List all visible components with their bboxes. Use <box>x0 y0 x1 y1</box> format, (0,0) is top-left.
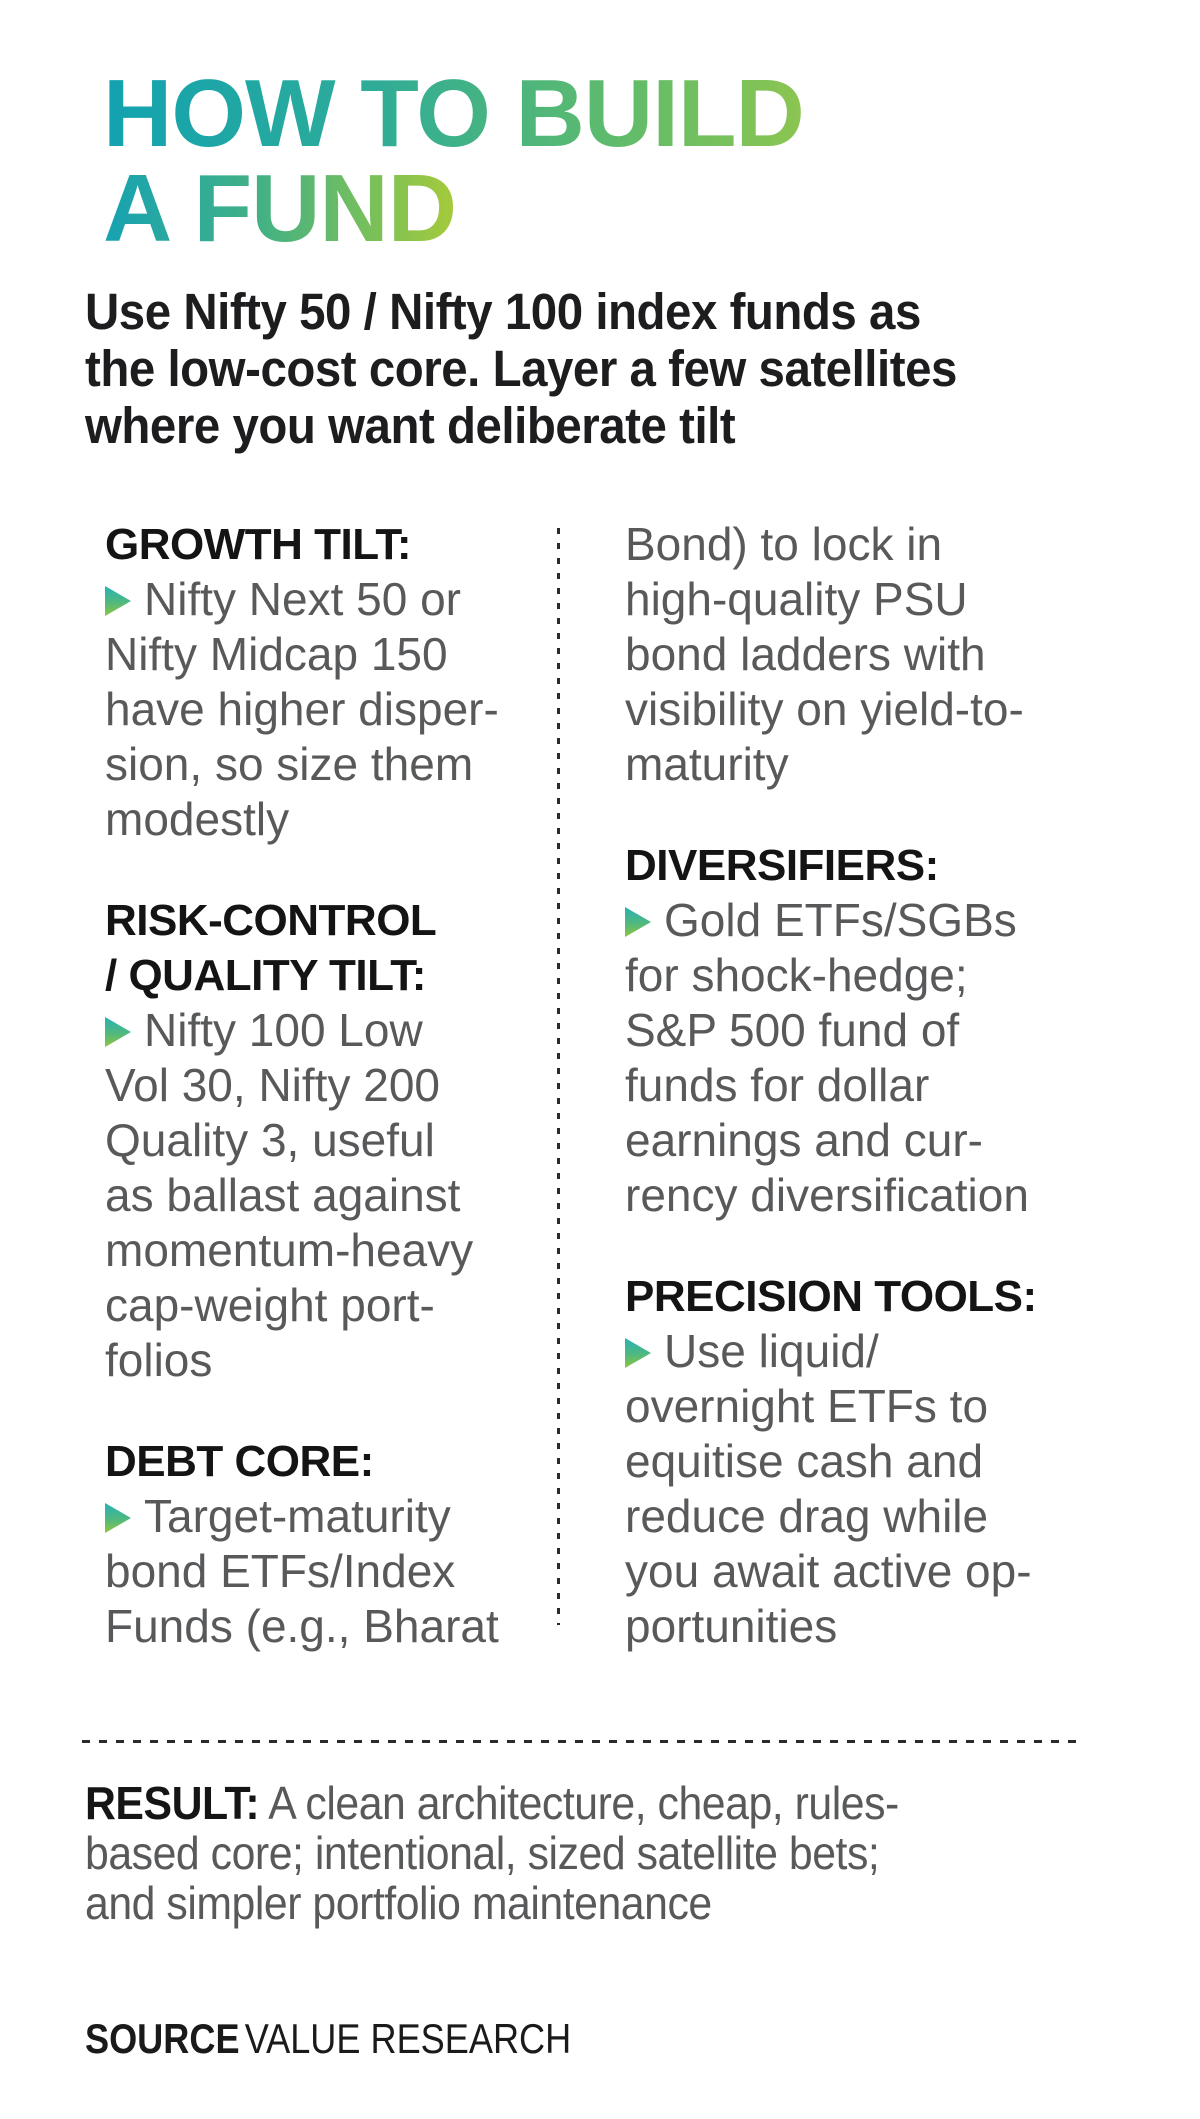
source-label: SOURCE <box>85 2015 240 2062</box>
section-heading: DIVERSIFIERS: <box>625 841 939 890</box>
triangle-bullet-icon <box>105 586 131 616</box>
section-heading: GROWTH TILT: <box>105 520 412 569</box>
debt-core-continuation-text: Bond) to lock in high-quality PSU bond l… <box>625 518 1024 790</box>
title-line-1: HOW TO BUILD <box>103 60 805 167</box>
right-column: Bond) to lock in high-quality PSU bond l… <box>560 517 1037 1654</box>
result-paragraph: RESULT: A clean architecture, cheap, rul… <box>85 1778 1085 1928</box>
triangle-bullet-icon <box>105 1503 131 1533</box>
section-debt-core: DEBT CORE: Target-maturity bond ETFs/Ind… <box>105 1434 557 1654</box>
section-body: Nifty Next 50 or Nifty Midcap 150 have h… <box>105 572 557 847</box>
page-title: HOW TO BUILD A FUND <box>103 60 1160 262</box>
section-growth-tilt: GROWTH TILT: Nifty Next 50 or Nifty Midc… <box>105 517 557 847</box>
title-line-2: A FUND <box>103 155 457 262</box>
section-body-text: Nifty 100 Low Vol 30, Nifty 200 Quality … <box>105 1004 474 1386</box>
intro-text: Use Nifty 50 / Nifty 100 index funds as … <box>85 283 957 454</box>
section-body: Use liquid/ overnight ETFs to equitise c… <box>625 1324 1037 1654</box>
horizontal-dashed-divider <box>82 1740 1085 1743</box>
section-body: Gold ETFs/SGBs for shock-hedge; S&P 500 … <box>625 893 1037 1223</box>
result-text: A clean architecture, cheap, rules- base… <box>85 1777 899 1929</box>
section-body-text: Use liquid/ overnight ETFs to equitise c… <box>625 1325 1032 1652</box>
content-columns: GROWTH TILT: Nifty Next 50 or Nifty Midc… <box>85 517 1160 1654</box>
section-precision-tools: PRECISION TOOLS: Use liquid/ overnight E… <box>625 1269 1037 1654</box>
triangle-bullet-icon <box>105 1017 131 1047</box>
section-risk-control-quality-tilt: RISK-CONTROL / QUALITY TILT: Nifty 100 L… <box>105 893 557 1388</box>
section-heading: RISK-CONTROL / QUALITY TILT: <box>105 896 437 1000</box>
section-body-text: Target-maturity bond ETFs/Index Funds (e… <box>105 1490 499 1652</box>
source-value: VALUE RESEARCH <box>244 2015 572 2062</box>
source-line: SOURCE VALUE RESEARCH <box>85 2018 1010 2060</box>
infographic-page: HOW TO BUILD A FUND Use Nifty 50 / Nifty … <box>82 60 1160 2060</box>
left-column: GROWTH TILT: Nifty Next 50 or Nifty Midc… <box>105 517 557 1654</box>
section-heading: DEBT CORE: <box>105 1437 374 1486</box>
section-body-text: Nifty Next 50 or Nifty Midcap 150 have h… <box>105 573 499 845</box>
section-body: Target-maturity bond ETFs/Index Funds (e… <box>105 1489 557 1654</box>
section-heading: PRECISION TOOLS: <box>625 1272 1037 1321</box>
vertical-dashed-divider <box>557 528 560 1625</box>
result-label: RESULT: <box>85 1777 260 1829</box>
section-body: Nifty 100 Low Vol 30, Nifty 200 Quality … <box>105 1003 557 1388</box>
triangle-bullet-icon <box>625 907 651 937</box>
triangle-bullet-icon <box>625 1338 651 1368</box>
section-diversifiers: DIVERSIFIERS: Gold ETFs/SGBs for shock-h… <box>625 838 1037 1223</box>
section-body-text: Gold ETFs/SGBs for shock-hedge; S&P 500 … <box>625 894 1029 1221</box>
